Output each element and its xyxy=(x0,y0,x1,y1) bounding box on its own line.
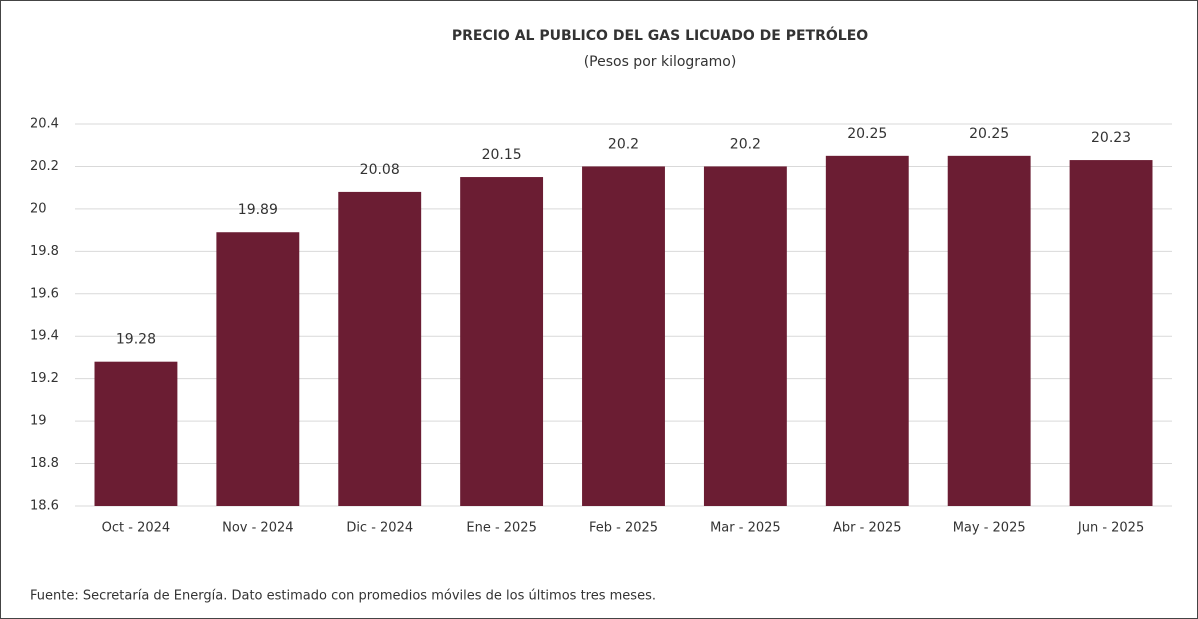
x-tick-label: Abr - 2025 xyxy=(833,521,902,536)
chart-subtitle: (Pesos por kilogramo) xyxy=(584,54,737,70)
data-label: 20.2 xyxy=(730,136,761,152)
y-tick-label: 20.4 xyxy=(30,117,59,132)
y-tick-label: 20.2 xyxy=(30,159,59,174)
data-label: 20.25 xyxy=(847,126,887,142)
bar xyxy=(460,177,544,507)
bar xyxy=(94,361,178,506)
data-label: 20.25 xyxy=(969,126,1009,142)
x-tick-label: Nov - 2024 xyxy=(222,521,293,536)
x-tick-label: Dic - 2024 xyxy=(346,521,413,536)
bar xyxy=(216,232,300,506)
bar xyxy=(582,166,665,506)
y-tick-label: 18.6 xyxy=(30,499,59,514)
y-tick-label: 18.8 xyxy=(30,456,59,471)
bar xyxy=(338,191,422,506)
bar xyxy=(947,155,1031,507)
data-label: 20.15 xyxy=(482,147,522,163)
chart-title: PRECIO AL PUBLICO DEL GAS LICUADO DE PET… xyxy=(452,26,868,44)
y-tick-label: 19.4 xyxy=(30,329,59,344)
y-tick-label: 19.6 xyxy=(30,286,59,301)
bar xyxy=(703,166,787,506)
y-tick-label: 19.8 xyxy=(30,244,59,259)
footnote: Fuente: Secretaría de Energía. Dato esti… xyxy=(30,589,656,604)
x-tick-label: Mar - 2025 xyxy=(710,521,781,536)
x-tick-label: May - 2025 xyxy=(953,521,1026,536)
data-label: 20.08 xyxy=(360,162,400,178)
data-label: 19.28 xyxy=(116,332,156,348)
bar xyxy=(825,155,909,507)
x-tick-label: Jun - 2025 xyxy=(1077,521,1144,536)
y-tick-label: 19 xyxy=(30,414,47,429)
x-tick-label: Ene - 2025 xyxy=(466,521,537,536)
data-label: 19.89 xyxy=(238,202,278,218)
y-tick-label: 20 xyxy=(30,201,47,216)
data-label: 20.2 xyxy=(608,136,639,152)
data-label: 20.23 xyxy=(1091,130,1131,146)
x-tick-label: Feb - 2025 xyxy=(589,521,658,536)
bar xyxy=(1069,160,1153,507)
y-tick-label: 19.2 xyxy=(30,371,59,386)
x-tick-label: Oct - 2024 xyxy=(102,521,171,536)
